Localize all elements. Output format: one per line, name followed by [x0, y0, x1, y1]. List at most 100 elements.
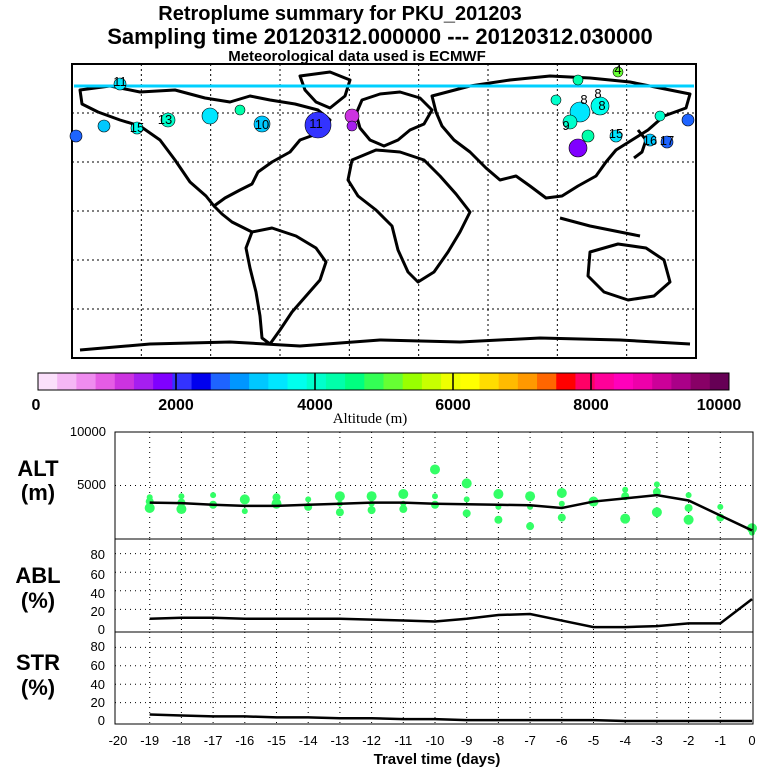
alt-point: [398, 489, 409, 500]
map-labels: 4 8 15 10 13 16 17 11 8 8 15 9 11: [113, 62, 674, 148]
title-line-2: Sampling time 20120312.000000 --- 201203…: [107, 24, 653, 49]
colorbar-cell: [441, 373, 461, 390]
coast-greenland: [298, 70, 352, 110]
colorbar-cell: [364, 373, 384, 390]
x-tick-label: -12: [362, 733, 381, 748]
abl-ylabel-line2: (%): [21, 588, 55, 613]
alt-point: [210, 492, 217, 499]
abl-ytick-label: 0: [98, 622, 105, 637]
str-ytick-label: 0: [98, 713, 105, 728]
alt-point: [432, 493, 438, 500]
coast-europe: [354, 90, 434, 148]
colorbar-cell: [402, 373, 423, 390]
alt-ytick-label: 5000: [77, 477, 106, 492]
plume-marker: [130, 121, 144, 135]
alt-point: [558, 500, 565, 507]
coast-africa: [346, 148, 472, 284]
colorbar-cell: [460, 373, 480, 390]
colorbar-cell: [191, 373, 212, 390]
alt-point: [178, 493, 185, 500]
alt-point: [463, 496, 470, 503]
alt-point: [493, 489, 504, 500]
alt-point: [241, 508, 248, 515]
alt-ylabel-line2: (m): [21, 480, 55, 505]
plume-marker: [654, 110, 666, 122]
map-label: 4: [614, 62, 621, 77]
colorbar-cell: [613, 373, 634, 390]
alt-point: [651, 507, 662, 518]
alt-point: [144, 502, 155, 513]
alt-point: [683, 514, 694, 525]
coastlines: [78, 70, 692, 352]
colorbar-cell: [479, 373, 500, 390]
alt-point: [461, 478, 472, 489]
str-ytick-label: 40: [91, 677, 105, 692]
plume-marker: [562, 114, 578, 130]
map-label: 11: [113, 74, 127, 89]
colorbar-cell: [383, 373, 404, 390]
x-tick-label: -14: [299, 733, 318, 748]
x-tick-label: -17: [204, 733, 223, 748]
alt-point: [684, 503, 693, 512]
colorbar-cell: [690, 373, 711, 390]
map-label: 15: [130, 120, 144, 135]
colorbar-tick-label: 2000: [158, 397, 194, 414]
alt-point: [367, 506, 376, 515]
coast-asia: [430, 74, 692, 200]
alt-points: [144, 464, 757, 536]
alt-point: [525, 491, 536, 502]
plume-marker: [660, 135, 674, 149]
colorbar-cell: [325, 373, 346, 390]
altitude-colorbar: 0 2000 4000 6000 8000 10000 Altitude (m): [32, 372, 741, 427]
map-label: 11: [309, 116, 323, 131]
x-tick-label: -3: [651, 733, 663, 748]
alt-point: [653, 481, 660, 488]
str-frame: [114, 631, 754, 725]
map-label: 8: [594, 86, 601, 101]
x-tick-label: 0: [748, 733, 755, 748]
x-tick-label: -4: [619, 733, 631, 748]
colorbar-cell: [652, 373, 672, 390]
plume-marker: [581, 129, 595, 143]
plume-marker: [612, 66, 624, 78]
coast-north-america: [78, 84, 332, 208]
coast-indonesia: [559, 216, 641, 238]
alt-panel: ALT (m) 10000 5000: [17, 424, 757, 540]
x-tick-label: -9: [461, 733, 473, 748]
colorbar-cell: [537, 373, 557, 390]
plume-marker: [346, 120, 358, 132]
colorbar-cell: [498, 373, 519, 390]
alt-ytick-label: 10000: [70, 424, 106, 439]
colorbar-tick-label: 8000: [573, 397, 609, 414]
colorbar-cell: [575, 373, 596, 390]
colorbar-cell: [517, 373, 538, 390]
colorbar-tick-label: 0: [32, 397, 41, 414]
x-tick-label: -5: [588, 733, 600, 748]
map-label: 13: [158, 112, 172, 127]
x-tick-label: -19: [140, 733, 159, 748]
str-grid: [115, 632, 753, 724]
str-ylabel-line2: (%): [21, 675, 55, 700]
alt-point: [430, 464, 440, 475]
colorbar-cell: [57, 373, 77, 390]
colorbar-cell: [421, 373, 442, 390]
colorbar-tick-label: 6000: [435, 397, 471, 414]
colorbar-cell: [133, 373, 154, 390]
colorbar-cell: [709, 373, 730, 390]
alt-point: [271, 498, 282, 509]
str-panel: STR (%) 80 60 40 20 0 -20 -19 -18 -17 -16 -15…: [16, 631, 756, 768]
plume-marker: [113, 77, 127, 91]
map-label: 16: [643, 133, 657, 148]
colorbar-cell: [114, 373, 135, 390]
abl-ytick-label: 80: [91, 547, 105, 562]
colorbar-cell: [153, 373, 173, 390]
coast-antarctica: [79, 336, 691, 352]
map-label: 10: [255, 117, 269, 132]
colorbar-cell: [229, 373, 250, 390]
colorbar-cell: [172, 373, 193, 390]
map-label: 9: [562, 118, 569, 133]
str-ytick-label: 60: [91, 658, 105, 673]
colorbar-cell: [268, 373, 289, 390]
coast-central-america: [212, 204, 253, 234]
